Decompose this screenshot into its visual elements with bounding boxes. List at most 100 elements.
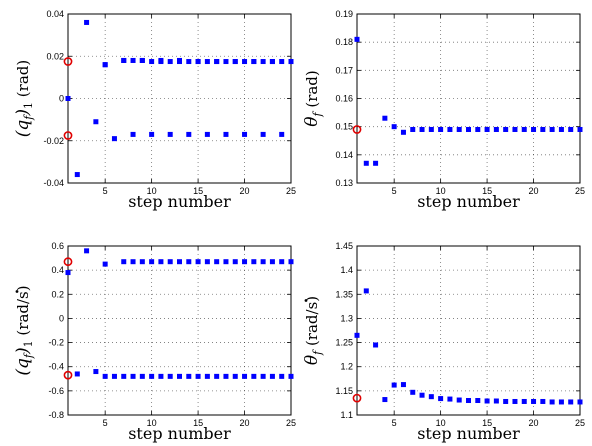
- data-point: [260, 59, 266, 65]
- y-tick-label: 0.2: [51, 289, 64, 299]
- data-point: [65, 96, 71, 101]
- x-tick-label: 20: [240, 418, 250, 428]
- data-point: [242, 373, 248, 379]
- initial-point-marker: [63, 131, 73, 140]
- y-axis-symbol: q: [13, 120, 33, 131]
- data-point: [139, 57, 145, 63]
- y-tick-label: -0.02: [43, 136, 64, 146]
- y-tick-label: 0.16: [335, 94, 353, 104]
- data-point: [456, 397, 462, 403]
- data-point: [419, 126, 425, 132]
- data-point: [74, 371, 80, 377]
- data-point: [130, 131, 136, 137]
- y-tick-label: 0.14: [335, 150, 353, 160]
- data-point: [279, 59, 285, 65]
- x-tick-label: 5: [103, 186, 108, 196]
- data-point: [373, 160, 379, 166]
- data-point: [149, 131, 155, 137]
- initial-point-marker: [352, 125, 362, 134]
- data-point: [177, 259, 182, 265]
- data-point: [558, 399, 564, 405]
- data-point: [93, 119, 99, 125]
- data-point: [493, 398, 499, 404]
- data-point: [204, 131, 210, 137]
- data-point: [195, 259, 201, 265]
- x-axis-label: step number: [417, 424, 520, 443]
- data-point: [139, 373, 145, 379]
- data-point: [503, 398, 509, 404]
- data-point: [512, 398, 518, 404]
- data-point: [232, 259, 238, 265]
- y-tick-label: -0.4: [48, 362, 64, 372]
- data-point: [149, 59, 155, 65]
- y-tick-label: 1.15: [335, 386, 353, 396]
- data-point: [391, 124, 397, 130]
- y-tick-label: 1.45: [335, 241, 353, 251]
- data-point: [251, 59, 257, 65]
- data-point: [531, 126, 537, 132]
- y-tick-label: 0: [59, 313, 64, 323]
- data-point: [260, 373, 266, 379]
- plot-frame: [67, 13, 292, 184]
- data-point: [269, 59, 275, 65]
- y-tick-label: -0.8: [48, 410, 64, 420]
- data-point: [373, 342, 379, 348]
- initial-point-marker: [63, 57, 73, 66]
- initial-point-marker: [63, 257, 73, 267]
- data-point: [111, 373, 117, 379]
- data-point: [232, 373, 238, 379]
- data-point: [363, 160, 369, 166]
- y-tick-label: -0.2: [48, 338, 64, 348]
- data-point: [260, 131, 266, 137]
- y-tick-label: -0.04: [43, 178, 64, 188]
- data-point: [475, 398, 481, 404]
- data-point: [130, 373, 136, 379]
- y-tick-label: 0: [59, 94, 64, 104]
- data-point: [84, 248, 90, 254]
- x-tick-label: 10: [147, 186, 157, 196]
- data-point: [549, 126, 555, 132]
- data-point: [410, 389, 416, 395]
- data-point: [177, 59, 182, 65]
- y-tick-label: 1.25: [335, 338, 353, 348]
- x-tick-label: 10: [436, 418, 446, 428]
- data-point: [102, 373, 108, 379]
- data-point: [167, 373, 173, 379]
- data-point: [130, 57, 136, 63]
- data-point: [269, 373, 275, 379]
- data-point: [204, 259, 210, 265]
- data-point: [139, 259, 145, 265]
- data-point: [223, 373, 229, 379]
- data-point: [484, 398, 490, 404]
- x-axis-label: step number: [128, 424, 231, 443]
- x-axis-label: step number: [417, 192, 520, 211]
- x-tick-label: 15: [193, 186, 203, 196]
- x-tick-label: 15: [193, 418, 203, 428]
- data-point: [391, 382, 397, 388]
- data-point: [428, 126, 434, 132]
- data-point: [74, 172, 80, 178]
- data-point: [242, 259, 248, 265]
- data-point: [195, 373, 201, 379]
- data-point: [540, 126, 546, 132]
- data-point: [419, 392, 425, 398]
- y-axis-label: (qf)1 (rad): [13, 60, 35, 137]
- data-point: [466, 398, 471, 404]
- data-point: [223, 259, 229, 265]
- data-point: [400, 382, 406, 388]
- data-point: [531, 398, 537, 404]
- y-tick-label: 1.4: [340, 265, 353, 275]
- data-point: [521, 126, 527, 132]
- initial-point-marker: [352, 393, 362, 403]
- data-point: [456, 126, 462, 132]
- data-point: [158, 59, 164, 65]
- y-tick-label: 0.15: [335, 122, 353, 132]
- x-tick-label: 20: [529, 418, 539, 428]
- data-point: [223, 59, 229, 65]
- x-tick-label: 15: [482, 186, 492, 196]
- data-point: [288, 373, 294, 379]
- data-point: [121, 373, 127, 379]
- data-point: [102, 261, 108, 267]
- y-tick-label: 1.3: [340, 313, 353, 323]
